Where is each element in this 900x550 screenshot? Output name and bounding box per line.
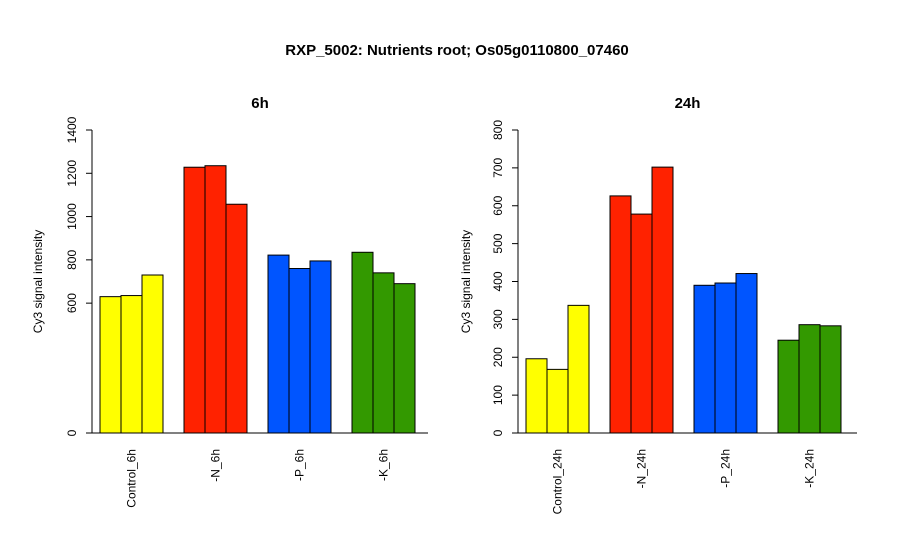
bar--K_6h-2 — [372, 272, 395, 434]
y-axis-label: Cy3 signal intensity — [31, 230, 45, 333]
bar--K_6h-1 — [351, 251, 374, 434]
y-tick-label: 600 — [491, 195, 505, 215]
main-title: RXP_5002: Nutrients root; Os05g0110800_0… — [285, 42, 629, 59]
bar--K_24h-2 — [798, 324, 821, 434]
y-tick-label: 200 — [491, 347, 505, 367]
panel-title: 24h — [675, 95, 701, 112]
y-tick-label: 0 — [491, 429, 505, 436]
y-tick-label: 0 — [65, 429, 79, 436]
bar--N_24h-1 — [609, 195, 632, 434]
bar-Control_24h-3 — [567, 304, 590, 434]
x-category-label: -P_24h — [719, 449, 733, 488]
x-category-label: -P_6h — [293, 449, 307, 481]
bar-Control_6h-2 — [120, 295, 143, 434]
bar--K_6h-3 — [393, 283, 416, 434]
bar-Control_24h-2 — [546, 368, 569, 434]
panel-title: 6h — [251, 95, 269, 112]
bar--N_6h-1 — [183, 166, 206, 434]
bar--P_6h-1 — [267, 254, 290, 434]
bar--N_6h-2 — [204, 165, 227, 434]
y-tick-label: 1400 — [65, 116, 79, 143]
bar--N_24h-2 — [630, 213, 653, 434]
x-category-label: -N_6h — [209, 449, 223, 482]
y-tick-label: 800 — [65, 250, 79, 270]
bar-Control_6h-1 — [99, 296, 122, 434]
bar--K_24h-3 — [819, 325, 842, 434]
y-tick-label: 1000 — [65, 203, 79, 230]
y-tick-label: 700 — [491, 158, 505, 178]
y-tick-label: 800 — [491, 120, 505, 140]
bar-Control_6h-3 — [141, 274, 164, 434]
y-tick-label: 1200 — [65, 160, 79, 187]
y-tick-label: 100 — [491, 385, 505, 405]
bar--P_6h-3 — [309, 260, 332, 434]
y-tick-label: 300 — [491, 309, 505, 329]
y-tick-label: 500 — [491, 233, 505, 253]
bar-Control_24h-1 — [525, 358, 548, 434]
bar--P_24h-1 — [693, 284, 716, 434]
x-category-label: Control_24h — [551, 449, 565, 514]
bar--P_24h-2 — [714, 282, 737, 434]
bar--N_24h-3 — [651, 166, 674, 434]
x-category-label: -K_24h — [803, 449, 817, 488]
bar--K_24h-1 — [777, 339, 800, 434]
y-tick-label: 400 — [491, 271, 505, 291]
panel-24h: 24h 0 100 200 300 400 500 600 700 800 Cy3 signal i… — [459, 95, 857, 514]
panel-6h: 6h 0 600 800 1000 1200 1400 Cy3 signal intensit… — [31, 95, 428, 508]
bar--P_6h-2 — [288, 268, 311, 434]
x-category-label: -K_6h — [377, 449, 391, 481]
x-category-label: Control_6h — [125, 449, 139, 508]
bar--N_6h-3 — [225, 203, 248, 434]
y-axis-label: Cy3 signal intensity — [459, 230, 473, 333]
bar--P_24h-3 — [735, 273, 758, 434]
y-tick-label: 600 — [65, 293, 79, 313]
x-category-label: -N_24h — [635, 449, 649, 488]
